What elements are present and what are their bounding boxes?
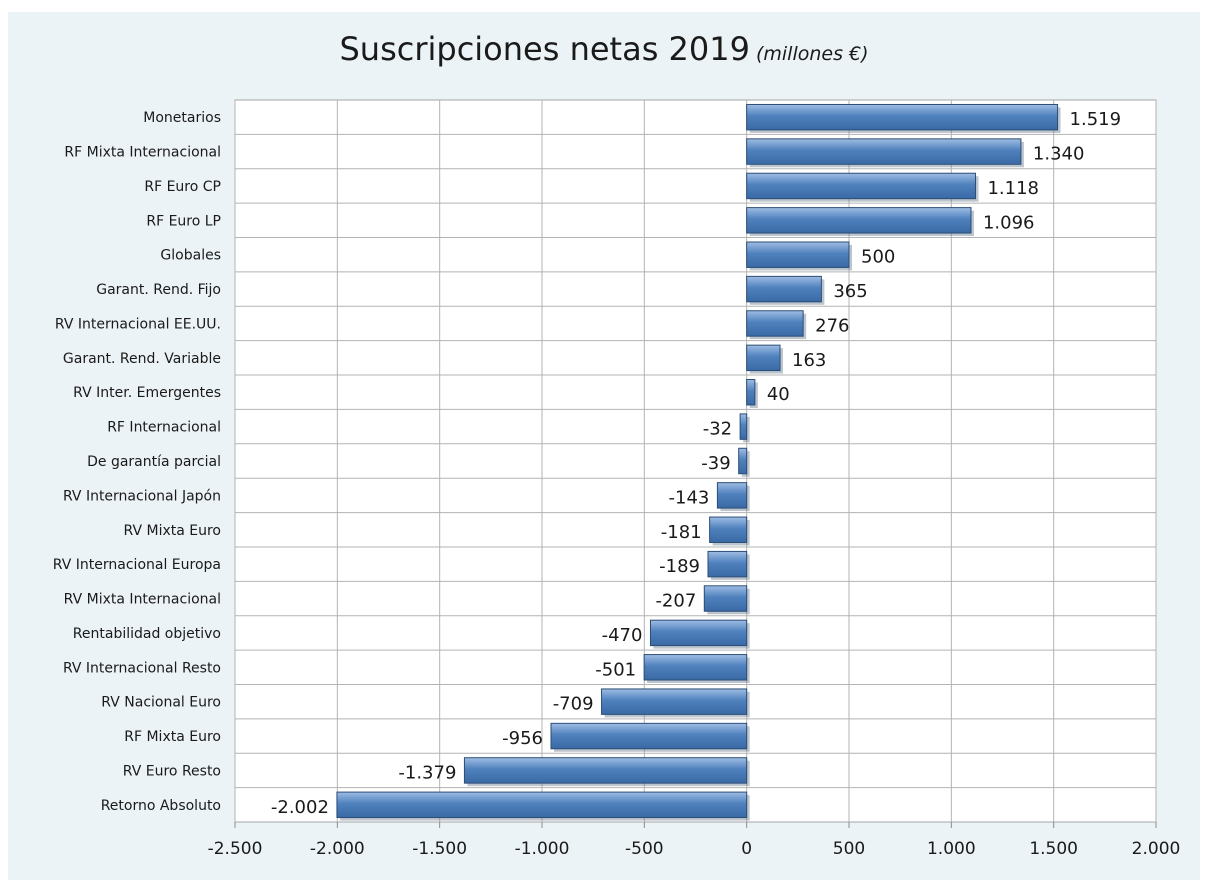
x-tick-label: 500: [833, 839, 865, 859]
data-label: 1.519: [1070, 109, 1122, 130]
data-label: 276: [815, 315, 849, 336]
bar: [716, 482, 748, 509]
data-label: -501: [595, 659, 636, 680]
category-label: RV Nacional Euro: [101, 695, 221, 711]
data-label: 1.096: [983, 212, 1035, 233]
bar: [746, 310, 804, 337]
data-label: 365: [833, 281, 867, 302]
x-tick-label: -1.500: [412, 839, 467, 859]
data-label: 163: [792, 350, 826, 371]
bar: [739, 413, 748, 440]
data-label: -181: [661, 522, 702, 543]
bar: [707, 550, 748, 578]
data-label: -470: [602, 625, 643, 646]
category-label: RV Euro Resto: [123, 763, 221, 779]
bar: [746, 344, 781, 372]
category-label: Monetarios: [143, 110, 221, 126]
bar: [746, 172, 976, 200]
x-axis-ticks: -2.500 -2.000 -1.500 -1.000 -500 0 500 1.000 1.5…: [208, 822, 1181, 859]
chart-subtitle: (millones €): [755, 43, 869, 65]
bar: [601, 688, 748, 715]
category-label: De garantía parcial: [87, 454, 221, 470]
data-label: -207: [655, 591, 696, 612]
x-tick-label: -1.000: [515, 839, 570, 859]
category-label: RF Internacional: [107, 420, 221, 436]
x-tick-label: -2.000: [310, 839, 365, 859]
data-label: 1.340: [1033, 144, 1085, 165]
category-label: RV Internacional Resto: [63, 660, 221, 676]
x-tick-label: -2.500: [208, 839, 263, 859]
bar: [336, 791, 748, 819]
category-label: RF Mixta Euro: [124, 729, 221, 745]
chart-area: Suscripciones netas 2019 (millones €) Mon…: [8, 12, 1200, 880]
data-label: -189: [659, 556, 700, 577]
category-label: Globales: [160, 248, 221, 264]
category-label: RF Euro CP: [144, 179, 221, 195]
x-tick-label: -500: [625, 839, 664, 859]
data-label: -39: [701, 453, 730, 474]
bar: [703, 585, 748, 612]
bar: [746, 138, 1022, 165]
bar: [746, 241, 850, 268]
x-tick-label: 0: [741, 839, 752, 859]
bar: [746, 103, 1059, 131]
bar: [643, 654, 748, 681]
bar: [550, 722, 748, 750]
data-label: -2.002: [271, 797, 329, 818]
category-label: RV Internacional Japón: [63, 488, 221, 504]
bar: [746, 379, 756, 406]
data-label: 40: [767, 384, 790, 405]
category-label: RV Mixta Internacional: [64, 592, 221, 608]
bar: [746, 207, 972, 234]
bar: [463, 757, 748, 784]
category-label: RV Mixta Euro: [124, 523, 222, 539]
x-tick-label: 1.000: [927, 839, 976, 859]
chart-title: Suscripciones netas 2019 (millones €): [8, 30, 1200, 68]
chart-title-main: Suscripciones netas 2019: [339, 30, 750, 68]
bar-chart: Monetarios RF Mixta Internacional RF Euro …: [53, 99, 1181, 859]
data-label: -709: [553, 694, 594, 715]
data-label: -956: [502, 728, 543, 749]
bar: [709, 516, 748, 543]
data-label: 1.118: [987, 178, 1039, 199]
data-label: 500: [861, 247, 895, 268]
category-label: RV Inter. Emergentes: [73, 385, 221, 401]
bar: [738, 447, 748, 475]
bar: [746, 275, 822, 303]
category-label: Rentabilidad objetivo: [73, 626, 221, 642]
category-label: RF Euro LP: [146, 213, 221, 229]
category-labels: Monetarios RF Mixta Internacional RF Euro …: [53, 110, 221, 814]
data-label: -32: [703, 419, 732, 440]
x-tick-label: 2.000: [1132, 839, 1181, 859]
bar: [649, 619, 748, 647]
x-tick-label: 1.500: [1029, 839, 1078, 859]
category-label: RV Internacional Europa: [53, 557, 221, 573]
data-label: -143: [669, 487, 710, 508]
category-label: RF Mixta Internacional: [64, 145, 221, 161]
category-label: Retorno Absoluto: [101, 798, 221, 814]
category-label: Garant. Rend. Fijo: [96, 282, 221, 298]
bars: [336, 103, 1061, 821]
category-label: RV Internacional EE.UU.: [55, 316, 221, 332]
category-label: Garant. Rend. Variable: [63, 351, 221, 367]
data-label: -1.379: [398, 762, 456, 783]
